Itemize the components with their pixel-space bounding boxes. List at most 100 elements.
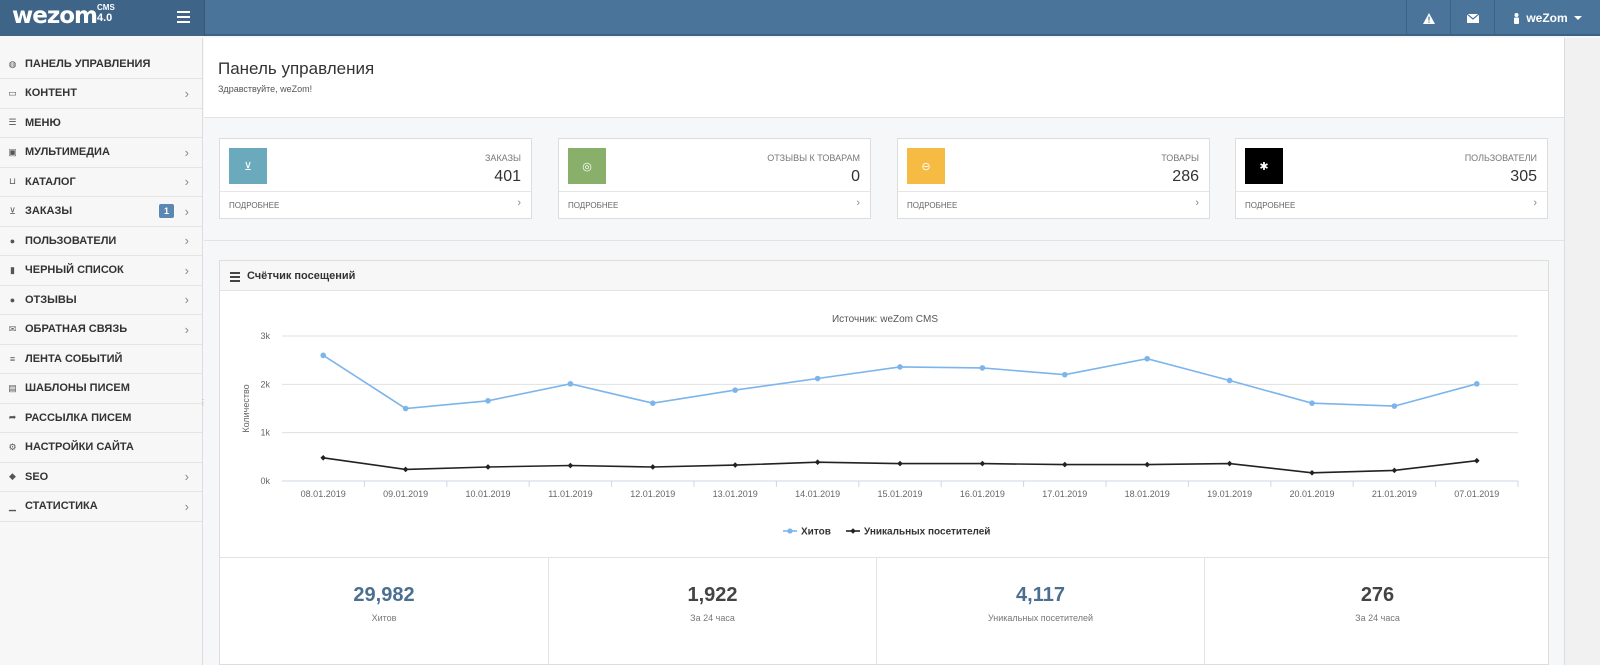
sidebar-item[interactable]: ✉ Обратная связь › [0,315,202,345]
sidebar-item[interactable]: ▁ Статистика › [0,492,202,522]
sidebar-item-label: Заказы [25,205,73,218]
x-tick-label: 16.01.2019 [960,489,1005,499]
data-point [402,466,409,473]
sidebar-item-label: SEO [25,470,49,483]
sidebar-item[interactable]: ≡ Лента событий [0,345,202,374]
scrollbar[interactable] [1564,38,1600,665]
comments-icon: ● [9,294,16,305]
sidebar-item-label: Обратная связь [25,323,128,336]
total-caption: За 24 часа [1355,613,1400,623]
chevron-right-icon: › [184,469,189,485]
stat-card: ⊻ Заказы 401 Подробнее › [219,138,532,219]
sidebar-item-label: Настройки сайта [25,441,134,454]
sidebar-item[interactable]: ➦ Рассылка писем [0,404,202,433]
sidebar-item-label: Меню [25,116,61,129]
brand-logo[interactable]: wezom CMS 4.0 [0,0,205,36]
data-point [1062,461,1068,468]
data-point [485,464,491,470]
sidebar-item[interactable]: ◆ SEO › [0,463,202,492]
page-subtitle: Здравствуйте, weZom! [218,84,313,94]
details-label: Подробнее [907,201,958,210]
x-tick-label: 11.01.2019 [548,489,592,499]
x-tick-label: 08.01.2019 [301,489,346,499]
sidebar-item[interactable]: ⊔ Каталог › [0,168,202,197]
user-menu-button[interactable]: weZom [1494,0,1600,36]
visits-counter-panel: Счётчик посещений Источник: weZom CMS 0k 1… [219,260,1550,665]
messages-button[interactable] [1450,0,1494,36]
sidebar-item-label: Шаблоны писем [25,382,130,395]
x-tick-label: 09.01.2019 [383,489,428,499]
sidebar-item-label: Пользователи [25,234,117,247]
sidebar-item[interactable]: ● Отзывы › [0,286,202,315]
chevron-down-icon [1573,16,1582,20]
total-caption: За 24 часа [690,613,735,623]
sidebar-item-label: Отзывы [25,293,77,306]
legend-marker [850,528,856,534]
sidebar-resize-handle[interactable]: ⋮ [199,398,207,407]
data-point [1474,457,1480,464]
share-icon: ➦ [8,412,17,423]
sidebar-item[interactable]: ▭ Контент › [0,79,202,109]
data-point [1144,461,1150,468]
main-content: Панель управления Здравствуйте, weZom! ⊻… [204,38,1564,665]
comments-icon: ◎ [568,148,606,184]
x-tick-label: 21.01.2019 [1372,489,1417,499]
data-point [1226,460,1233,467]
sidebar-item-label: Статистика [25,500,98,513]
page-header: Панель управления Здравствуйте, weZom! [204,38,1564,118]
x-tick-label: 10.01.2019 [465,489,510,499]
data-point [320,455,326,461]
chevron-right-icon: › [1533,197,1537,209]
sidebar-item[interactable]: ⚙ Настройки сайта [0,433,202,463]
users-icon: ● [9,235,16,246]
chevron-right-icon: › [184,85,189,101]
total-caption: Уникальных посетителей [987,613,1094,623]
stat-details-link[interactable]: Подробнее › [559,191,870,218]
cart-icon: ⊻ [9,205,16,216]
sidebar-item[interactable]: ⊻ Заказы 1 › [0,197,202,227]
details-label: Подробнее [568,201,619,210]
sidebar-item[interactable]: ◍ Панель управления [0,38,202,79]
stat-details-link[interactable]: Подробнее › [898,191,1209,218]
template-icon: ▤ [8,382,17,393]
chevron-right-icon: › [184,144,189,160]
envelope-icon [1466,13,1479,23]
data-point [1391,467,1398,474]
x-tick-label: 13.01.2019 [713,489,758,499]
warning-icon [1422,12,1435,24]
series-line [322,354,1478,410]
data-point [1144,355,1150,362]
x-tick-label: 07.01.2019 [1454,489,1499,499]
chevron-right-icon: › [184,262,189,278]
panel-header: Счётчик посещений [220,261,1548,291]
menu-toggle-button[interactable] [177,11,190,23]
divider [204,240,1564,241]
sidebar-item[interactable]: ▮ Черный список › [0,256,202,286]
sidebar-item-label: Лента событий [25,352,123,365]
sidebar-item-label: Рассылка писем [25,411,132,424]
stat-details-link[interactable]: Подробнее › [1236,191,1547,218]
sidebar-item[interactable]: ☰ Меню [0,109,202,138]
users-icon: ✱ [1245,148,1283,184]
sidebar-item[interactable]: ● Пользователи › [0,227,202,256]
sidebar-item-label: Черный список [25,264,124,277]
chevron-right-icon: › [184,292,189,308]
sidebar-item[interactable]: ▣ Мультимедиа › [0,138,202,168]
stat-details-link[interactable]: Подробнее › [220,191,531,218]
x-tick-label: 19.01.2019 [1207,489,1252,499]
x-tick-label: 20.01.2019 [1289,489,1334,499]
total-stat: 29,982 Хитов [220,558,548,665]
brand-cms-label: CMS [97,3,115,12]
y-tick-label: 3k [260,331,270,341]
data-point [320,352,326,359]
brand-name: wezom [12,3,98,29]
cogs-icon: ⚙ [8,441,17,452]
sidebar-item[interactable]: ▤ Шаблоны писем [0,374,202,404]
data-point [1309,400,1315,406]
chart-title: Источник: weZom CMS [832,314,938,325]
chevron-right-icon: › [184,498,189,514]
folder-icon: ▭ [8,87,17,98]
envelope-icon: ✉ [8,323,17,334]
alerts-button[interactable] [1406,0,1450,36]
list-icon: ☰ [8,117,17,128]
